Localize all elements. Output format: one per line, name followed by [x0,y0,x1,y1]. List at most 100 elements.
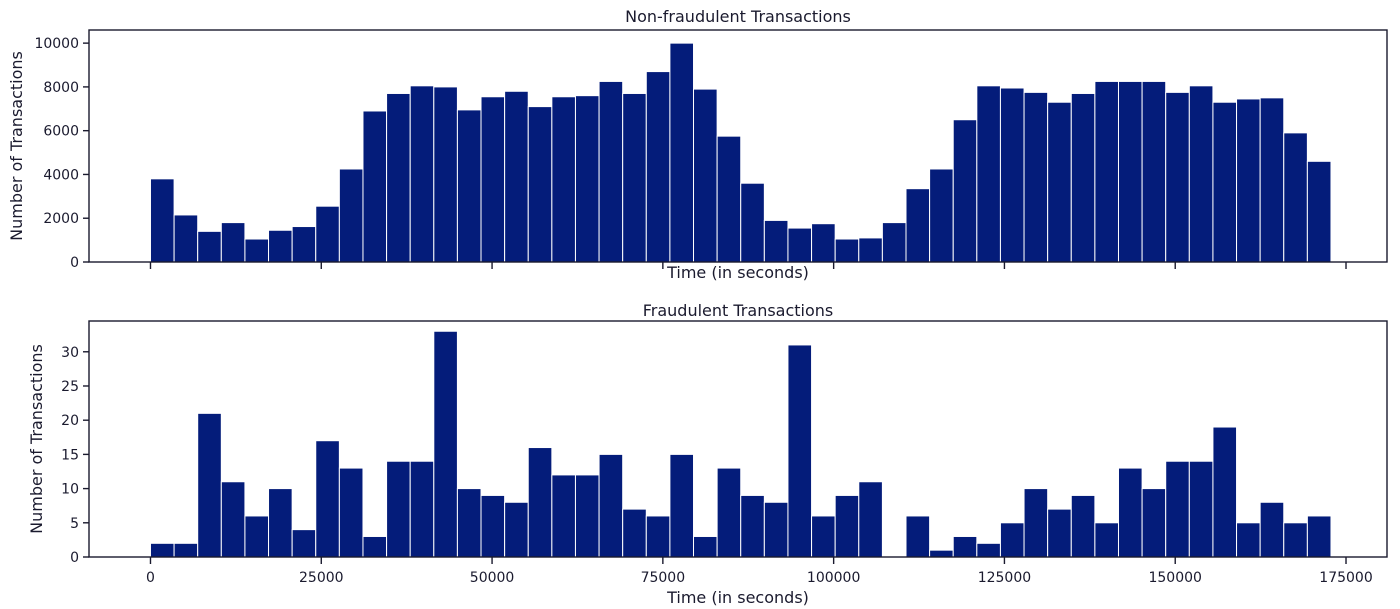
bar-7 [315,205,340,263]
x-axis-ticks-panel-2: 0 25000 50000 75000 100000 125000 150000 175000 [146,557,1373,586]
y-tick-label: 20 [61,413,79,429]
bar-14 [480,96,506,263]
bar-24 [716,135,742,263]
bar-15 [504,501,529,558]
bar-34 [952,535,978,558]
bar-49 [1306,515,1332,558]
bar-48 [1283,522,1308,558]
y-tick-label: 2000 [43,211,79,227]
bar-4 [244,238,270,263]
bar-26 [763,219,789,263]
bar-3 [220,481,246,558]
y-tick-label: 0 [70,255,79,271]
bar-30 [858,481,883,558]
y-tick-label: 8000 [43,80,79,96]
bar-43 [1165,460,1190,558]
bar-37 [1023,488,1049,558]
y-tick-label: 25 [61,379,79,395]
bar-22 [669,453,695,558]
bar-20 [622,508,647,558]
y-tick-label: 10 [61,482,79,498]
bar-19 [598,453,624,558]
panel-2-xlabel: Time (in seconds) [666,588,809,607]
y-tick-label: 6000 [43,124,79,140]
bar-10 [386,92,411,263]
bar-29 [834,238,860,263]
bar-18 [574,474,600,558]
bar-46 [1236,522,1261,558]
panel-2-ylabel: Number of Transactions [27,344,46,534]
bar-0 [149,542,175,558]
bar-12 [433,330,458,558]
bar-33 [929,549,954,558]
bar-32 [905,515,931,558]
bar-11 [409,85,435,263]
bar-25 [740,494,765,558]
bar-4 [244,515,270,558]
bar-41 [1117,80,1143,263]
bar-49 [1306,160,1332,263]
x-tick-label: 50000 [470,570,515,586]
panel-fraudulent: Fraudulent Transactions 0 5 10 15 20 25 30 0 25… [27,301,1388,607]
bar-5 [268,229,293,263]
bar-6 [291,226,317,263]
bar-16 [527,106,553,263]
bar-17 [551,96,576,263]
y-tick-label: 30 [61,345,79,361]
bar-22 [669,42,695,263]
bar-46 [1236,98,1261,263]
bar-48 [1283,132,1308,263]
bar-19 [598,80,624,263]
bar-42 [1141,488,1167,558]
panel-2-title: Fraudulent Transactions [643,301,834,320]
bar-36 [999,522,1025,558]
y-tick-label: 4000 [43,167,79,183]
bars-fraudulent [149,330,1332,558]
bar-28 [811,223,836,263]
bar-39 [1070,92,1096,263]
bar-44 [1188,85,1214,263]
x-tick-label: 100000 [807,570,860,586]
bar-7 [315,440,340,558]
bar-23 [693,88,718,263]
bar-32 [905,188,931,263]
y-tick-label: 0 [70,550,79,566]
bar-38 [1047,101,1072,263]
bar-39 [1070,494,1096,558]
y-tick-label: 5 [70,516,79,532]
bar-26 [763,501,789,558]
bar-47 [1259,97,1285,263]
bar-6 [291,529,317,558]
bar-15 [504,90,529,263]
bar-2 [197,230,222,263]
bar-43 [1165,91,1190,263]
bar-23 [693,535,718,558]
bar-40 [1094,522,1119,558]
bar-0 [149,178,175,263]
bar-28 [811,515,836,558]
bar-16 [527,447,553,558]
bar-45 [1212,426,1238,558]
bar-2 [197,412,222,558]
x-tick-label: 0 [146,570,155,586]
bar-38 [1047,508,1072,558]
panel-1-ylabel: Number of Transactions [7,51,26,241]
bar-42 [1141,80,1167,263]
bar-9 [362,535,388,558]
bar-18 [574,95,600,263]
bar-41 [1117,467,1143,558]
y-tick-label: 10000 [34,36,79,52]
bar-29 [834,494,860,558]
bar-33 [929,168,954,263]
bar-12 [433,86,458,263]
bar-27 [787,227,813,263]
x-tick-label: 25000 [299,570,344,586]
bar-31 [881,222,907,263]
bar-40 [1094,80,1119,263]
bar-8 [338,467,364,558]
bar-20 [622,92,647,263]
x-axis-ticks-panel-1 [149,262,1347,269]
bar-34 [952,119,978,263]
y-axis-ticks-panel-1: 0 2000 4000 6000 8000 10000 [34,36,89,271]
